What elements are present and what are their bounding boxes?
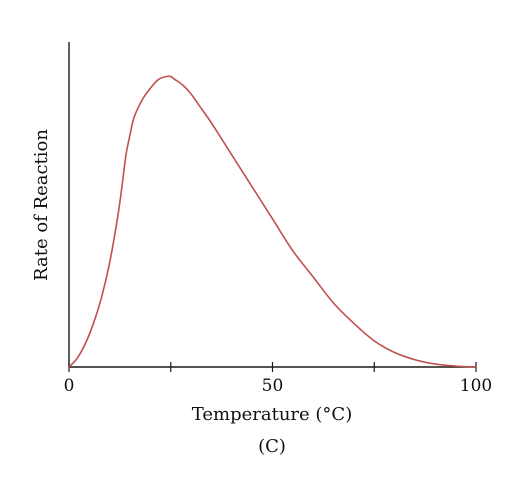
x-axis-title: Temperature (°C) bbox=[192, 404, 352, 425]
x-tick-label-0: 0 bbox=[64, 376, 75, 396]
y-axis-title: Rate of Reaction bbox=[31, 129, 52, 281]
series-line bbox=[68, 75, 477, 368]
x-tick-labels: 0 50 100 bbox=[64, 376, 493, 396]
x-tick-label-100: 100 bbox=[460, 376, 492, 396]
plot-area: 0 50 100 bbox=[64, 42, 493, 396]
x-tick-label-50: 50 bbox=[262, 376, 284, 396]
panel-label: (C) bbox=[258, 436, 286, 457]
